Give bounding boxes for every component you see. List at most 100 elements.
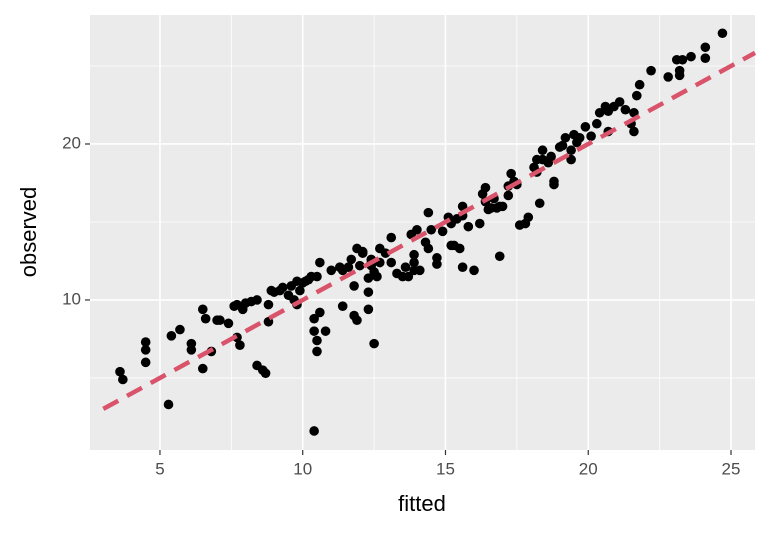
point (437, 226, 448, 237)
point (320, 326, 331, 336)
point (566, 145, 576, 156)
point (631, 90, 642, 101)
point (620, 104, 631, 115)
point (357, 248, 368, 258)
point (200, 313, 211, 324)
point (574, 132, 585, 143)
y-axis-title: observed (16, 187, 41, 278)
point (523, 212, 534, 223)
point (409, 257, 419, 268)
x-tick-label: 10 (293, 459, 312, 478)
point (315, 257, 325, 268)
point (614, 97, 625, 107)
point (403, 271, 414, 282)
point (700, 53, 711, 64)
reference-line (102, 50, 757, 411)
point (115, 366, 125, 377)
point (363, 287, 374, 297)
point (309, 313, 319, 324)
point (414, 265, 425, 276)
x-tick-label: 15 (436, 459, 455, 478)
point (355, 260, 365, 271)
point (140, 345, 151, 355)
point (546, 151, 556, 162)
point (557, 140, 568, 151)
point (409, 249, 419, 260)
point (186, 338, 197, 349)
point (326, 265, 337, 276)
point (586, 131, 596, 141)
point (646, 65, 656, 76)
point (140, 337, 151, 347)
point (537, 145, 548, 156)
point (140, 357, 151, 368)
point (166, 331, 177, 341)
point (346, 254, 357, 265)
point (175, 324, 185, 335)
point (277, 282, 288, 293)
point (223, 318, 234, 329)
point (457, 262, 468, 273)
point (474, 218, 485, 229)
point (400, 262, 411, 273)
point (343, 262, 354, 273)
point (463, 221, 474, 232)
point (312, 271, 322, 282)
point (534, 198, 545, 209)
point (380, 248, 391, 258)
point (197, 304, 208, 315)
y-tick-label: 10 (62, 289, 81, 308)
point (432, 253, 442, 263)
point (235, 340, 245, 350)
point (315, 307, 325, 318)
point (363, 273, 374, 283)
point (386, 232, 397, 243)
point (677, 54, 688, 65)
point (700, 42, 711, 53)
point (454, 243, 465, 254)
point (469, 265, 479, 276)
point (412, 224, 422, 235)
point (369, 338, 379, 349)
point (260, 368, 271, 379)
point (549, 179, 559, 190)
point (215, 315, 225, 326)
point (295, 285, 305, 296)
y-tick-label: 20 (62, 133, 81, 152)
point (717, 28, 728, 39)
point (663, 72, 673, 82)
point (197, 363, 208, 374)
point (352, 315, 362, 326)
point (494, 251, 505, 262)
point (337, 301, 348, 311)
point (503, 190, 514, 201)
point (263, 299, 274, 310)
point (674, 70, 685, 81)
point (309, 426, 319, 436)
point (312, 335, 322, 346)
point (580, 122, 591, 132)
point (594, 107, 605, 118)
point (506, 168, 516, 179)
point (497, 201, 508, 212)
point (592, 118, 602, 129)
x-tick-label: 5 (155, 459, 164, 478)
x-axis-title: fitted (398, 491, 446, 516)
point (309, 326, 319, 336)
point (423, 243, 434, 254)
point (480, 182, 491, 193)
point (252, 295, 262, 305)
point (372, 271, 382, 282)
point (634, 79, 645, 90)
point (312, 346, 322, 357)
point (163, 399, 174, 410)
point (349, 281, 359, 291)
x-tick-label: 25 (722, 459, 741, 478)
point (629, 126, 639, 137)
x-tick-label: 20 (579, 459, 598, 478)
point (118, 374, 128, 385)
point (686, 51, 696, 62)
point (560, 132, 571, 143)
point (386, 257, 397, 268)
